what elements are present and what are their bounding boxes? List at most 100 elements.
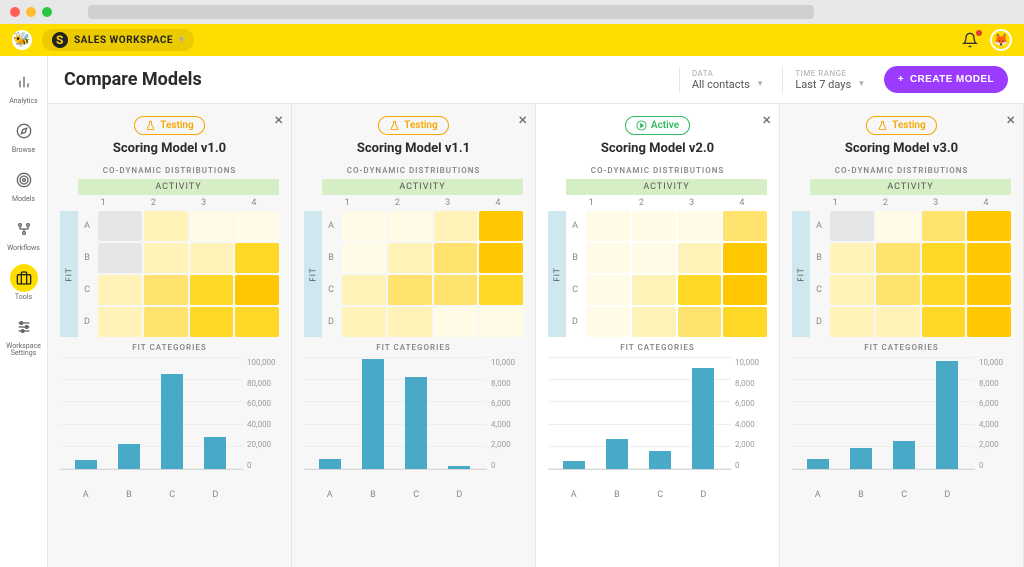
bar bbox=[936, 361, 958, 469]
heatmap-cell bbox=[144, 211, 188, 241]
y-tick: 100,000 bbox=[247, 358, 276, 367]
y-tick: 0 bbox=[979, 461, 984, 470]
heatmap-row-label: D bbox=[322, 307, 340, 337]
bar bbox=[807, 459, 829, 469]
window-maximize-icon[interactable] bbox=[42, 7, 52, 17]
heatmap-cell bbox=[479, 243, 523, 273]
heatmap-cell bbox=[144, 275, 188, 305]
heatmap-cell bbox=[434, 307, 478, 337]
heatmap-cell bbox=[98, 211, 142, 241]
heatmap-cell bbox=[678, 275, 722, 305]
y-tick: 2,000 bbox=[491, 440, 511, 449]
heatmap-cell bbox=[723, 275, 767, 305]
heatmap-col-label: 2 bbox=[372, 195, 422, 211]
y-tick: 10,000 bbox=[979, 358, 1003, 367]
heatmap-cell bbox=[342, 307, 386, 337]
heatmap: ACTIVITY 1234 FIT ABCD bbox=[792, 179, 1011, 337]
heatmap-cell bbox=[235, 275, 279, 305]
heatmap-cell bbox=[967, 243, 1011, 273]
flask-icon bbox=[389, 120, 400, 131]
status-pill: Testing bbox=[134, 116, 204, 135]
y-tick: 10,000 bbox=[735, 358, 759, 367]
sidebar-item-label: Browse bbox=[12, 147, 35, 154]
bar bbox=[405, 377, 427, 469]
fit-axis-label: FIT bbox=[60, 211, 78, 337]
x-label: A bbox=[64, 490, 107, 500]
fit-categories-label: FIT CATEGORIES bbox=[548, 343, 767, 352]
chevron-down-icon: ▾ bbox=[179, 35, 184, 45]
url-bar[interactable] bbox=[88, 5, 814, 19]
close-icon[interactable]: × bbox=[274, 110, 283, 129]
sidebar: Analytics Browse Models Workflows Tools Works… bbox=[0, 56, 48, 567]
filter-time-value: Last 7 days bbox=[795, 78, 851, 91]
heatmap-cell bbox=[922, 275, 966, 305]
heatmap-cell bbox=[678, 243, 722, 273]
window-close-icon[interactable] bbox=[10, 7, 20, 17]
y-tick: 2,000 bbox=[979, 440, 999, 449]
x-label: D bbox=[926, 490, 969, 500]
bar bbox=[850, 448, 872, 469]
filter-time-range[interactable]: TIME RANGE Last 7 days▾ bbox=[782, 67, 875, 93]
x-label: A bbox=[552, 490, 595, 500]
y-tick: 60,000 bbox=[247, 399, 271, 408]
close-icon[interactable]: × bbox=[762, 110, 771, 129]
heatmap-col-label: 1 bbox=[566, 195, 616, 211]
heatmap-cell bbox=[632, 243, 676, 273]
x-label: A bbox=[796, 490, 839, 500]
y-tick: 0 bbox=[247, 461, 252, 470]
x-label: C bbox=[395, 490, 438, 500]
create-model-button[interactable]: + CREATE MODEL bbox=[884, 66, 1008, 93]
heatmap-cell bbox=[967, 307, 1011, 337]
sidebar-item-analytics[interactable]: Analytics bbox=[4, 64, 44, 109]
status-pill: Active bbox=[625, 116, 690, 135]
heatmap-cell bbox=[723, 211, 767, 241]
window-minimize-icon[interactable] bbox=[26, 7, 36, 17]
heatmap-cell bbox=[144, 307, 188, 337]
heatmap-cell bbox=[98, 243, 142, 273]
notifications-icon[interactable] bbox=[962, 32, 978, 48]
app-logo-icon[interactable]: 🐝 bbox=[12, 30, 32, 50]
fit-axis-label: FIT bbox=[792, 211, 810, 337]
heatmap: ACTIVITY 1234 FIT ABCD bbox=[548, 179, 767, 337]
filter-data[interactable]: DATA All contacts▾ bbox=[679, 67, 775, 93]
heatmap-cell bbox=[723, 243, 767, 273]
sidebar-item-label: Workspace Settings bbox=[4, 343, 44, 357]
heatmap-row-label: C bbox=[810, 275, 828, 305]
sidebar-item-browse[interactable]: Browse bbox=[4, 113, 44, 158]
y-tick: 0 bbox=[491, 461, 496, 470]
heatmap-cell bbox=[586, 211, 630, 241]
heatmap-cell bbox=[830, 275, 874, 305]
activity-header: ACTIVITY bbox=[322, 179, 523, 195]
model-title: Scoring Model v2.0 bbox=[548, 141, 767, 156]
codynamic-label: CO-DYNAMIC DISTRIBUTIONS bbox=[548, 166, 767, 175]
sidebar-item-workflows[interactable]: Workflows bbox=[4, 211, 44, 256]
heatmap-cell bbox=[967, 211, 1011, 241]
heatmap-cell bbox=[235, 243, 279, 273]
heatmap-row-label: D bbox=[810, 307, 828, 337]
heatmap-cell bbox=[190, 307, 234, 337]
workspace-selector[interactable]: S SALES WORKSPACE ▾ bbox=[42, 29, 194, 51]
sidebar-item-label: Workflows bbox=[7, 245, 40, 252]
y-tick: 0 bbox=[735, 461, 740, 470]
activity-header: ACTIVITY bbox=[78, 179, 279, 195]
heatmap-cell bbox=[342, 243, 386, 273]
close-icon[interactable]: × bbox=[518, 110, 527, 129]
heatmap-cell bbox=[830, 211, 874, 241]
model-title: Scoring Model v1.1 bbox=[304, 141, 523, 156]
heatmap-col-label: 1 bbox=[322, 195, 372, 211]
sidebar-item-workspace-settings[interactable]: Workspace Settings bbox=[4, 309, 44, 361]
target-icon bbox=[10, 166, 38, 194]
y-tick: 6,000 bbox=[979, 399, 999, 408]
play-icon bbox=[636, 120, 647, 131]
heatmap-col-label: 2 bbox=[860, 195, 910, 211]
sidebar-item-tools[interactable]: Tools bbox=[4, 260, 44, 305]
user-avatar[interactable]: 🦊 bbox=[990, 29, 1012, 51]
topbar: 🐝 S SALES WORKSPACE ▾ 🦊 bbox=[0, 24, 1024, 56]
fit-axis-label: FIT bbox=[304, 211, 322, 337]
status-pill: Testing bbox=[866, 116, 936, 135]
close-icon[interactable]: × bbox=[1006, 110, 1015, 129]
x-label: D bbox=[682, 490, 725, 500]
y-tick: 8,000 bbox=[979, 379, 999, 388]
sidebar-item-models[interactable]: Models bbox=[4, 162, 44, 207]
bar bbox=[649, 451, 671, 469]
